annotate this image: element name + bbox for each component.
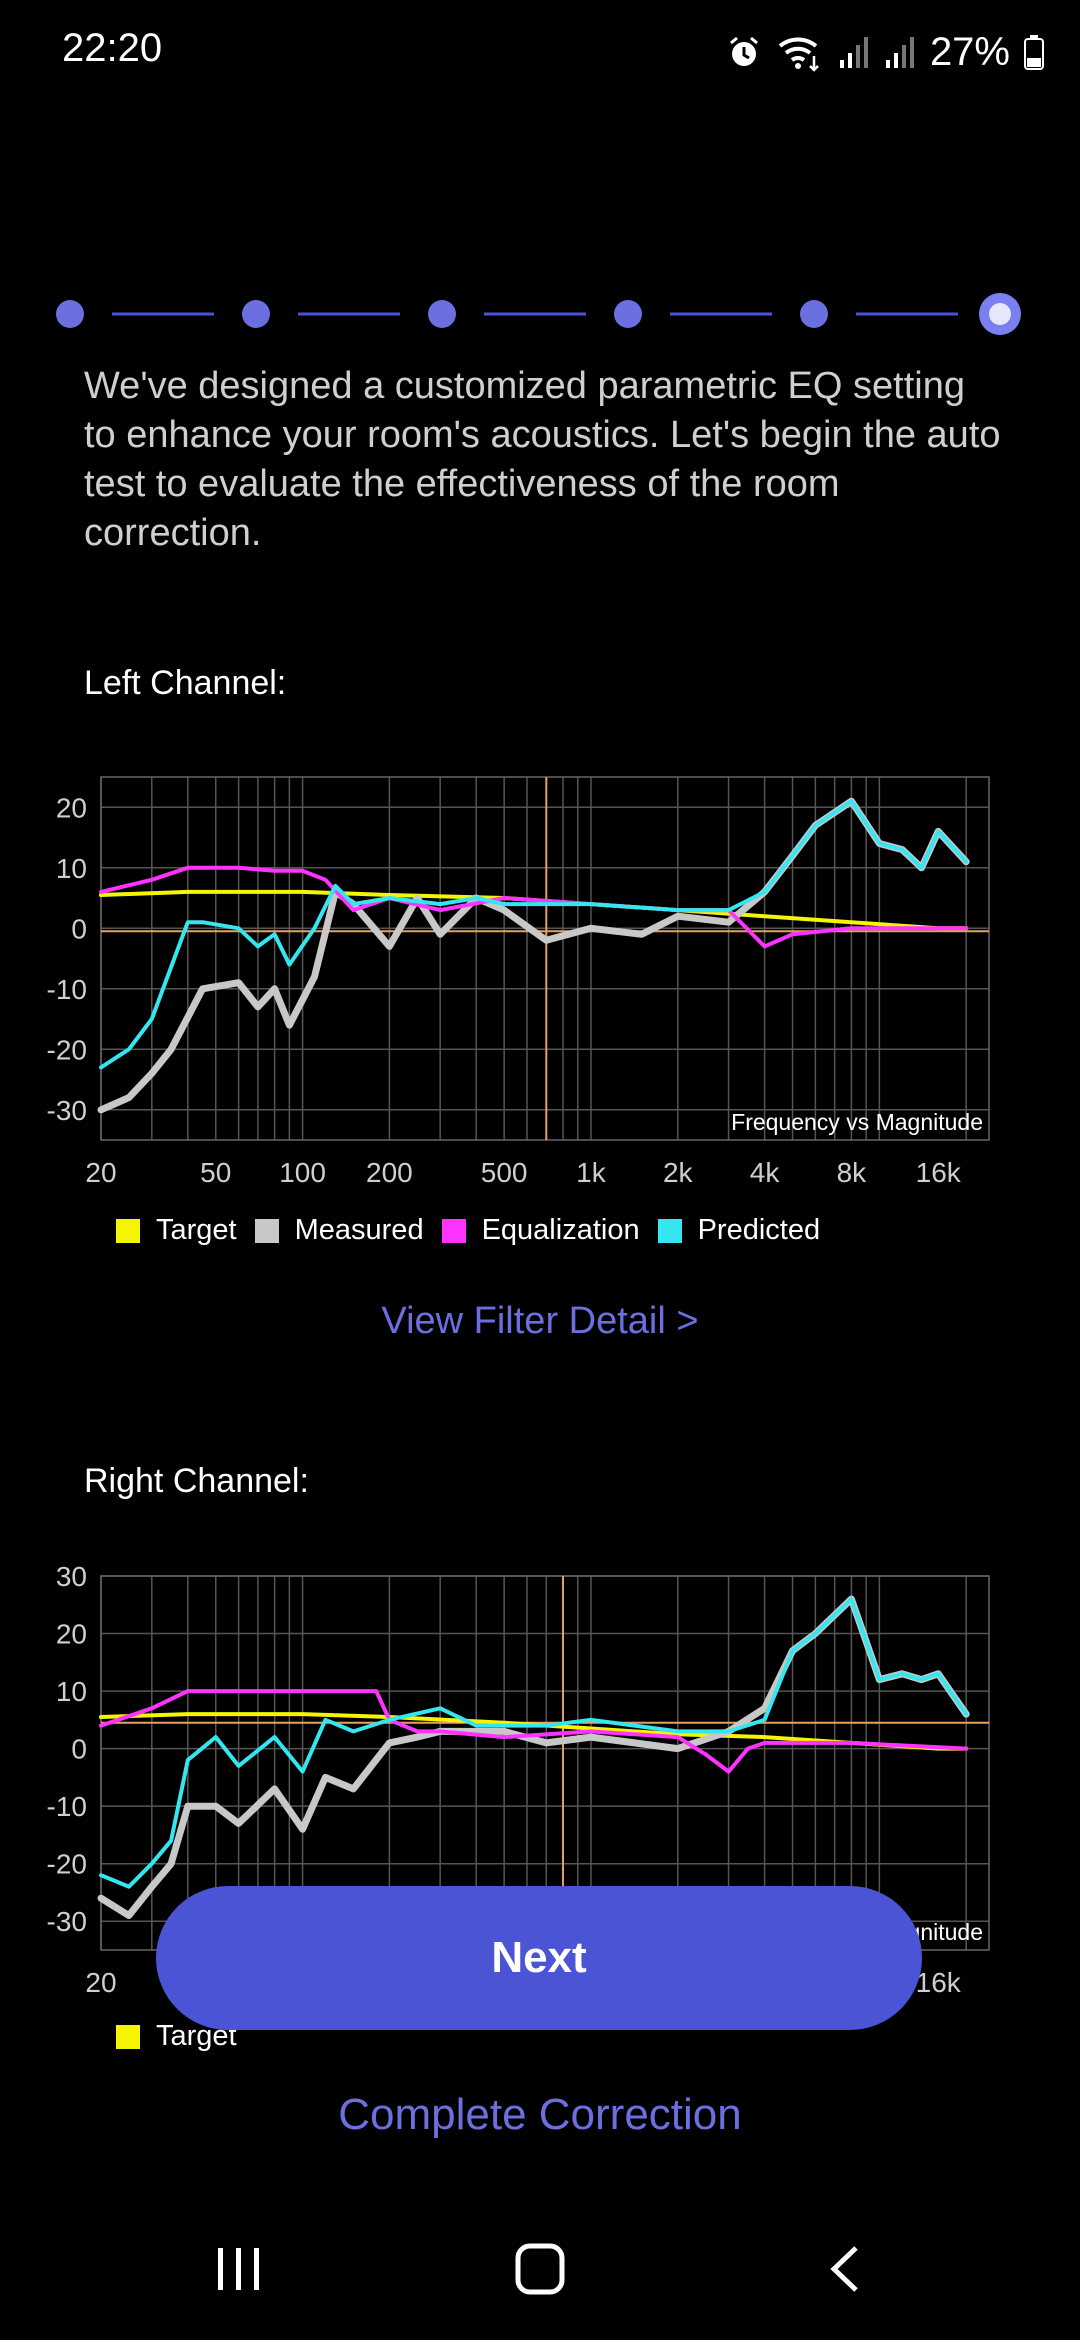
legend-item-predicted: Predicted (657, 1214, 821, 1247)
right-channel-title: Right Channel: (84, 1462, 309, 1500)
legend-swatch (116, 2024, 140, 2049)
left-channel-title: Left Channel: (84, 664, 287, 702)
signal-icon (839, 37, 868, 68)
x-tick-label: 4k (750, 1157, 781, 1188)
legend-item-equalization: Equalization (441, 1214, 640, 1247)
y-tick-label: -30 (47, 1906, 87, 1937)
status-icons: 27% (726, 24, 1044, 80)
legend-item-target: Target (116, 1214, 237, 1247)
legend-label: Predicted (697, 1214, 821, 1246)
legend-item-measured: Measured (254, 1214, 424, 1247)
battery-icon (1024, 35, 1044, 70)
stepper-dot (614, 300, 642, 328)
series-measured (97, 797, 970, 1114)
x-tick-label: 200 (366, 1157, 413, 1188)
x-tick-label: 16k (916, 1157, 962, 1188)
x-tick-label: 2k (663, 1157, 694, 1188)
legend-swatch (116, 1218, 140, 1243)
y-tick-label: 0 (71, 913, 87, 944)
legend-swatch (657, 1218, 682, 1243)
y-tick-label: 20 (56, 792, 87, 823)
x-tick-label: 16k (916, 1967, 962, 1998)
x-tick-label: 1k (576, 1157, 607, 1188)
y-tick-label: 0 (71, 1734, 87, 1765)
intro-text: We've designed a customized parametric E… (84, 365, 1001, 554)
status-bar: 22:20 27% (0, 0, 1080, 104)
home-icon[interactable] (514, 2242, 566, 2296)
y-tick-label: -10 (47, 1791, 87, 1822)
stepper-dot (242, 300, 270, 328)
y-tick-label: 30 (56, 1566, 87, 1592)
series-predicted (99, 1597, 969, 1889)
chart-title: Frequency vs Magnitude (731, 1109, 983, 1135)
y-tick-label: -20 (47, 1849, 87, 1880)
x-tick-label: 100 (279, 1157, 326, 1188)
y-tick-label: 10 (56, 853, 87, 884)
back-icon[interactable] (826, 2244, 866, 2294)
status-time: 22:20 (62, 26, 163, 70)
complete-correction-link[interactable]: Complete Correction (338, 2090, 742, 2139)
x-tick-label: 20 (85, 1967, 116, 1998)
stepper-dot (56, 300, 84, 328)
stepper-dot (800, 300, 828, 328)
chart-grid (100, 776, 990, 1141)
legend-swatch (441, 1218, 466, 1243)
view-filter-detail-link[interactable]: View Filter Detail > (381, 1300, 699, 1342)
legend-swatch (254, 1218, 279, 1243)
signal-icon (885, 37, 914, 68)
navigation-bar (0, 2220, 1080, 2340)
y-tick-label: -20 (47, 1034, 87, 1065)
x-tick-label: 20 (85, 1157, 116, 1188)
x-tick-label: 500 (481, 1157, 528, 1188)
y-tick-label: -30 (47, 1095, 87, 1126)
legend-label: Equalization (481, 1214, 640, 1246)
legend-label: Target (156, 1214, 237, 1246)
y-tick-label: 10 (56, 1676, 87, 1707)
legend-label: Measured (294, 1214, 424, 1246)
progress-stepper (56, 293, 1021, 335)
x-tick-label: 50 (200, 1157, 231, 1188)
y-tick-label: 20 (56, 1619, 87, 1650)
series-predicted (99, 799, 969, 1070)
series-equalization (99, 1689, 969, 1774)
next-button[interactable]: Next (156, 1886, 922, 2030)
battery-percent: 27% (929, 29, 1010, 74)
wifi-icon (778, 37, 819, 72)
x-tick-label: 8k (837, 1157, 868, 1188)
y-tick-label: -10 (47, 974, 87, 1005)
series-target (99, 889, 969, 931)
recents-icon[interactable] (214, 2244, 264, 2294)
chart-legend: Target Measured Equalization Predicted (116, 1214, 838, 1247)
alarm-icon (729, 36, 758, 66)
stepper-dot (428, 300, 456, 328)
